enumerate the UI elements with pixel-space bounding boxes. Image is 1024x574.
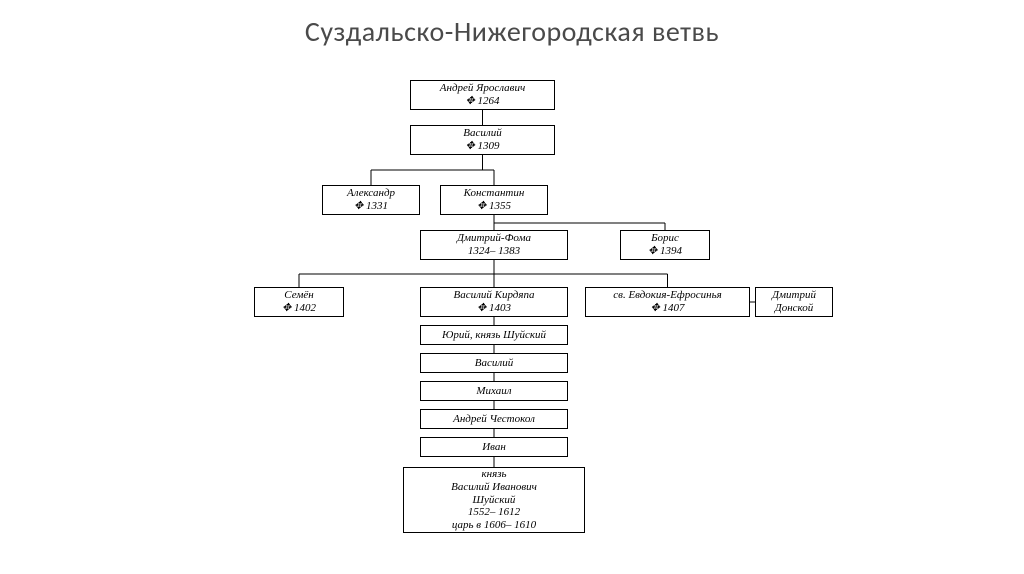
tree-node-semen: Семён✥ 1402 bbox=[254, 287, 344, 317]
tree-node-line: Иван bbox=[482, 441, 506, 454]
tree-node-line: ✥ 1402 bbox=[282, 302, 316, 315]
tree-node-andrei: Андрей Ярославич✥ 1264 bbox=[410, 80, 555, 110]
tree-node-line: Шуйский bbox=[473, 494, 516, 507]
tree-node-donskoy: ДмитрийДонской bbox=[755, 287, 833, 317]
tree-node-line: Андрей Честокол bbox=[453, 413, 535, 426]
tree-node-line: Василий bbox=[463, 127, 501, 140]
tree-node-line: Борис bbox=[651, 232, 679, 245]
tree-node-line: Михаил bbox=[476, 385, 511, 398]
tree-node-line: Андрей Ярославич bbox=[440, 82, 525, 95]
tree-node-line: ✥ 1407 bbox=[651, 302, 685, 315]
tree-node-line: ✥ 1264 bbox=[466, 95, 500, 108]
tree-node-vasilii2: Василий bbox=[420, 353, 568, 373]
tree-node-vasilii1: Василий✥ 1309 bbox=[410, 125, 555, 155]
tree-node-line: Семён bbox=[284, 289, 313, 302]
tree-node-line: Юрий, князь Шуйский bbox=[442, 329, 546, 342]
tree-node-line: ✥ 1309 bbox=[466, 140, 500, 153]
tree-node-line: князь bbox=[481, 468, 506, 481]
tree-node-yurii: Юрий, князь Шуйский bbox=[420, 325, 568, 345]
tree-node-evdokia: св. Евдокия-Ефросинья✥ 1407 bbox=[585, 287, 750, 317]
tree-node-line: 1324– 1383 bbox=[468, 245, 520, 258]
tree-node-line: ✥ 1403 bbox=[477, 302, 511, 315]
tree-node-aleksandr: Александр✥ 1331 bbox=[322, 185, 420, 215]
genealogy-tree: Андрей Ярославич✥ 1264Василий✥ 1309Алекс… bbox=[0, 0, 1024, 574]
tree-node-line: Василий Кирдяпа bbox=[454, 289, 535, 302]
tree-node-line: ✥ 1355 bbox=[477, 200, 511, 213]
tree-node-dmitrii_foma: Дмитрий-Фома1324– 1383 bbox=[420, 230, 568, 260]
tree-node-line: ✥ 1394 bbox=[648, 245, 682, 258]
tree-node-line: ✥ 1331 bbox=[354, 200, 388, 213]
tree-node-line: Василий bbox=[475, 357, 513, 370]
tree-node-line: Василий Иванович bbox=[451, 481, 537, 494]
tree-node-line: Дмитрий-Фома bbox=[457, 232, 531, 245]
tree-node-shuysky: князьВасилий ИвановичШуйский1552– 1612ца… bbox=[403, 467, 585, 533]
tree-node-vas_kirdyapa: Василий Кирдяпа✥ 1403 bbox=[420, 287, 568, 317]
tree-node-boris: Борис✥ 1394 bbox=[620, 230, 710, 260]
tree-node-line: Донской bbox=[775, 302, 814, 315]
tree-node-line: 1552– 1612 bbox=[468, 506, 520, 519]
tree-node-ivan: Иван bbox=[420, 437, 568, 457]
tree-node-andrei_ch: Андрей Честокол bbox=[420, 409, 568, 429]
tree-node-line: Дмитрий bbox=[772, 289, 816, 302]
tree-node-line: царь в 1606– 1610 bbox=[452, 519, 536, 532]
tree-node-line: Александр bbox=[347, 187, 395, 200]
tree-node-line: св. Евдокия-Ефросинья bbox=[613, 289, 721, 302]
tree-node-konstantin: Константин✥ 1355 bbox=[440, 185, 548, 215]
tree-node-mikhail: Михаил bbox=[420, 381, 568, 401]
tree-node-line: Константин bbox=[464, 187, 525, 200]
